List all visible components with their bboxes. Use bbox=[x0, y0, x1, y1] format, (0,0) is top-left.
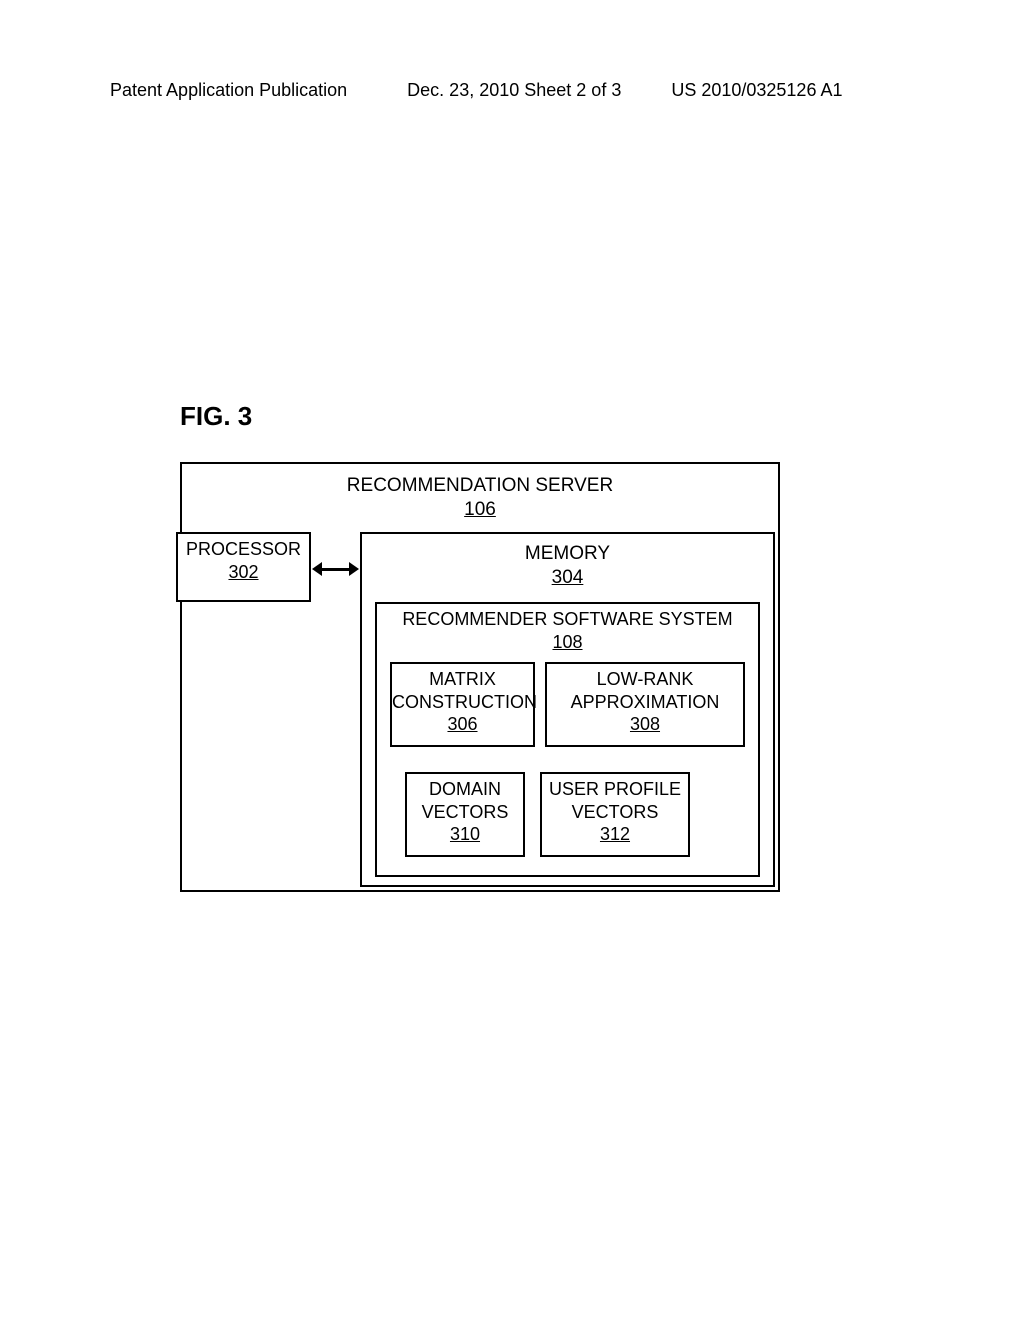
processor-memory-arrow bbox=[312, 562, 359, 576]
low-rank-approximation-box: LOW-RANK APPROXIMATION 308 bbox=[545, 662, 745, 747]
upv-ref: 312 bbox=[600, 824, 630, 844]
processor-box: PROCESSOR 302 bbox=[176, 532, 311, 602]
processor-ref: 302 bbox=[228, 562, 258, 582]
user-profile-vectors-box: USER PROFILE VECTORS 312 bbox=[540, 772, 690, 857]
header-publication: Patent Application Publication bbox=[110, 80, 347, 101]
lra-ref: 308 bbox=[630, 714, 660, 734]
dv-ref: 310 bbox=[450, 824, 480, 844]
server-title: RECOMMENDATION SERVER bbox=[347, 475, 613, 496]
lra-line2: APPROXIMATION bbox=[571, 692, 720, 712]
figure-label: FIG. 3 bbox=[180, 401, 914, 432]
block-diagram: RECOMMENDATION SERVER 106 PROCESSOR 302 … bbox=[180, 462, 780, 892]
header-pub-number: US 2010/0325126 A1 bbox=[671, 80, 842, 101]
rss-title: RECOMMENDER SOFTWARE SYSTEM bbox=[402, 609, 732, 629]
page-header: Patent Application Publication Dec. 23, … bbox=[110, 80, 914, 101]
mc-ref: 306 bbox=[447, 714, 477, 734]
server-ref: 106 bbox=[464, 499, 496, 520]
domain-vectors-box: DOMAIN VECTORS 310 bbox=[405, 772, 525, 857]
lra-line1: LOW-RANK bbox=[597, 669, 694, 689]
rss-ref: 108 bbox=[552, 632, 582, 652]
upv-line2: VECTORS bbox=[572, 802, 659, 822]
processor-title: PROCESSOR bbox=[186, 539, 301, 559]
upv-line1: USER PROFILE bbox=[549, 779, 681, 799]
arrow-head-right-icon bbox=[349, 562, 359, 576]
memory-ref: 304 bbox=[552, 567, 584, 588]
header-date-sheet: Dec. 23, 2010 Sheet 2 of 3 bbox=[407, 80, 621, 101]
arrow-shaft bbox=[319, 568, 352, 571]
mc-line1: MATRIX bbox=[429, 669, 496, 689]
matrix-construction-box: MATRIX CONSTRUCTION 306 bbox=[390, 662, 535, 747]
mc-line2: CONSTRUCTION bbox=[392, 692, 537, 712]
memory-title: MEMORY bbox=[525, 543, 610, 564]
dv-line1: DOMAIN bbox=[429, 779, 501, 799]
dv-line2: VECTORS bbox=[422, 802, 509, 822]
